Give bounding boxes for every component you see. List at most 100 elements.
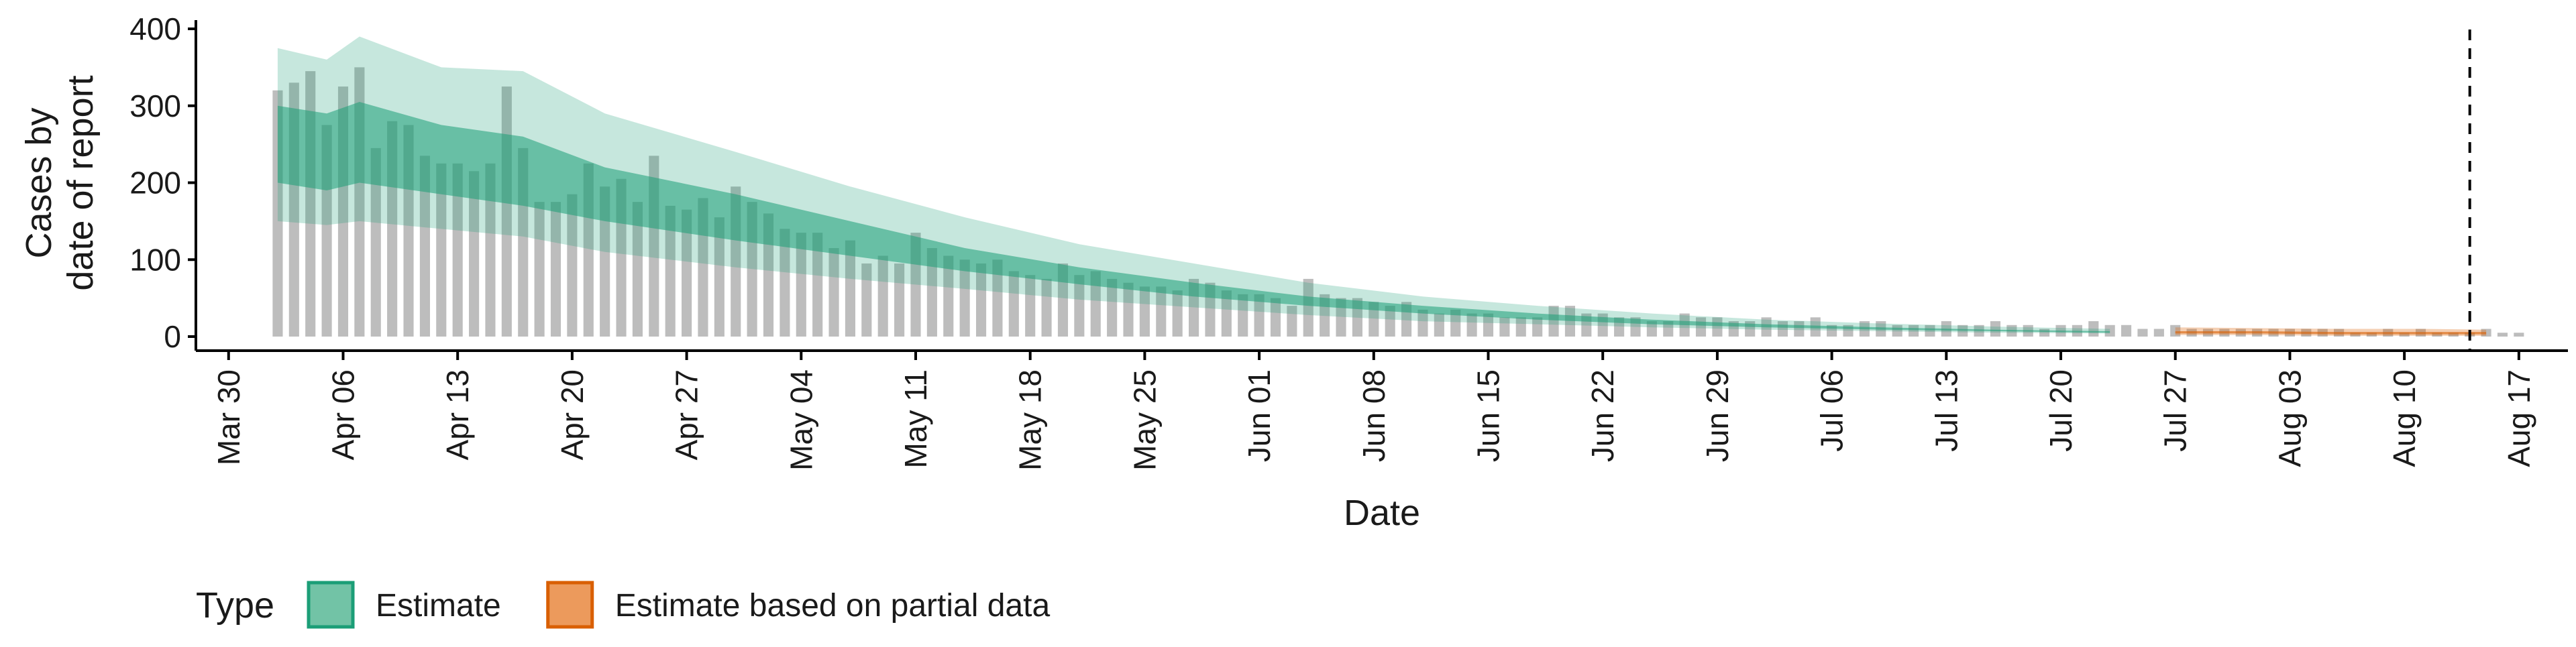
bar-observed xyxy=(469,171,480,337)
bar-observed xyxy=(780,229,790,337)
labels-layer: 0 100 200 300 400 Mar 30 Apr 06 Apr 13 Apr 20 Apr… xyxy=(19,11,2536,533)
bar-observed xyxy=(926,248,937,337)
x-tick-label: Jun 22 xyxy=(1585,369,1620,462)
axes-layer xyxy=(188,20,2568,360)
bar-observed xyxy=(894,263,905,337)
bar-observed xyxy=(550,202,561,337)
bar-observed xyxy=(1957,325,1968,337)
bar-observed xyxy=(1466,313,1477,337)
bar-observed xyxy=(1238,294,1248,337)
legend-label: Estimate based on partial data xyxy=(615,588,1051,624)
x-tick-label: Jul 13 xyxy=(1929,369,1964,452)
y-tick-label: 200 xyxy=(129,166,181,200)
bar-observed xyxy=(1450,309,1461,337)
bar-observed xyxy=(1483,313,1494,337)
x-tick-label: Jun 15 xyxy=(1471,369,1506,462)
bar-observed xyxy=(1287,306,1297,337)
bar-observed xyxy=(975,263,987,337)
x-tick-label: Aug 17 xyxy=(2502,369,2536,467)
bar-observed xyxy=(1646,321,1657,337)
bar-observed xyxy=(682,209,692,337)
y-axis-title-line: date of report xyxy=(60,75,101,290)
bar-observed xyxy=(714,217,724,337)
x-tick-label: Aug 10 xyxy=(2387,369,2422,467)
bar-observed xyxy=(2448,333,2459,337)
bar-observed xyxy=(2366,333,2377,337)
x-tick-label: Apr 27 xyxy=(669,369,704,461)
bar-observed xyxy=(2514,333,2524,337)
bar-observed xyxy=(861,263,872,337)
bar-observed xyxy=(632,202,643,337)
x-tick-label: Jul 20 xyxy=(2043,369,2078,452)
x-tick-label: Apr 13 xyxy=(440,369,475,461)
bar-observed xyxy=(1434,313,1444,337)
y-axis-title: Cases bydate of report xyxy=(19,75,101,290)
legend-swatch xyxy=(307,581,355,629)
bar-observed xyxy=(1139,286,1150,337)
bar-observed xyxy=(1532,317,1543,337)
x-tick-label: May 18 xyxy=(1013,369,1048,471)
bar-observed xyxy=(1515,317,1526,337)
bar-observed xyxy=(959,259,970,337)
bar-observed xyxy=(2497,333,2508,337)
bar-observed xyxy=(1074,275,1085,337)
x-tick-label: May 11 xyxy=(898,369,933,468)
bar-observed xyxy=(1990,321,2001,337)
y-tick-label: 300 xyxy=(129,89,181,123)
bar-observed xyxy=(992,259,1003,337)
bar-observed xyxy=(943,255,954,337)
bar-observed xyxy=(485,163,496,337)
x-tick-label: May 25 xyxy=(1127,369,1162,471)
bar-observed xyxy=(436,163,447,337)
bar-observed xyxy=(1254,294,1265,337)
bar-observed xyxy=(2399,333,2410,337)
x-tick-label: Jul 06 xyxy=(1815,369,1849,452)
bar-observed xyxy=(1221,290,1232,337)
x-tick-label: Jun 29 xyxy=(1700,369,1735,462)
ribbons-layer xyxy=(277,36,2487,336)
ribbon-estimate-50 xyxy=(277,102,2110,333)
bar-observed xyxy=(796,233,806,337)
x-axis-title: Date xyxy=(1344,493,1420,533)
y-tick-label: 0 xyxy=(164,319,181,354)
bar-observed xyxy=(1794,321,1805,337)
bar-observed xyxy=(1712,317,1723,337)
x-tick-label: Apr 20 xyxy=(555,369,590,461)
x-tick-label: Mar 30 xyxy=(211,369,246,465)
bar-observed xyxy=(1107,278,1118,337)
legend-swatch xyxy=(546,581,594,629)
bar-observed xyxy=(812,233,823,337)
bar-observed xyxy=(1156,286,1167,337)
bar-observed xyxy=(370,148,381,337)
x-tick-label: Jul 27 xyxy=(2158,369,2193,452)
bar-observed xyxy=(665,205,676,337)
bar-observed xyxy=(452,163,463,337)
bar-observed xyxy=(1564,306,1575,337)
y-axis-title-line: Cases by xyxy=(19,107,59,258)
legend-title: Type xyxy=(196,585,274,626)
bar-observed xyxy=(534,202,545,337)
bar-observed xyxy=(1925,325,1935,337)
bar-observed xyxy=(2432,333,2443,337)
bar-observed xyxy=(1008,271,1019,337)
bar-observed xyxy=(1025,275,1036,337)
bar-observed xyxy=(877,255,888,337)
bar-observed xyxy=(2137,329,2148,337)
x-tick-label: Aug 03 xyxy=(2272,369,2307,467)
bar-observed xyxy=(2121,325,2132,337)
bar-observed xyxy=(1172,290,1183,337)
bar-observed xyxy=(1908,325,1919,337)
bar-observed xyxy=(1303,278,1313,337)
y-tick-label: 100 xyxy=(129,242,181,277)
bar-observed xyxy=(2170,325,2181,337)
y-tick-label: 400 xyxy=(129,11,181,46)
bar-observed xyxy=(1090,271,1101,337)
bar-observed xyxy=(2350,333,2361,337)
x-tick-label: Jun 01 xyxy=(1242,369,1277,462)
bar-observed xyxy=(1123,282,1134,337)
bar-observed xyxy=(1417,309,1428,337)
bar-observed xyxy=(419,156,430,337)
x-tick-label: May 04 xyxy=(784,369,818,471)
